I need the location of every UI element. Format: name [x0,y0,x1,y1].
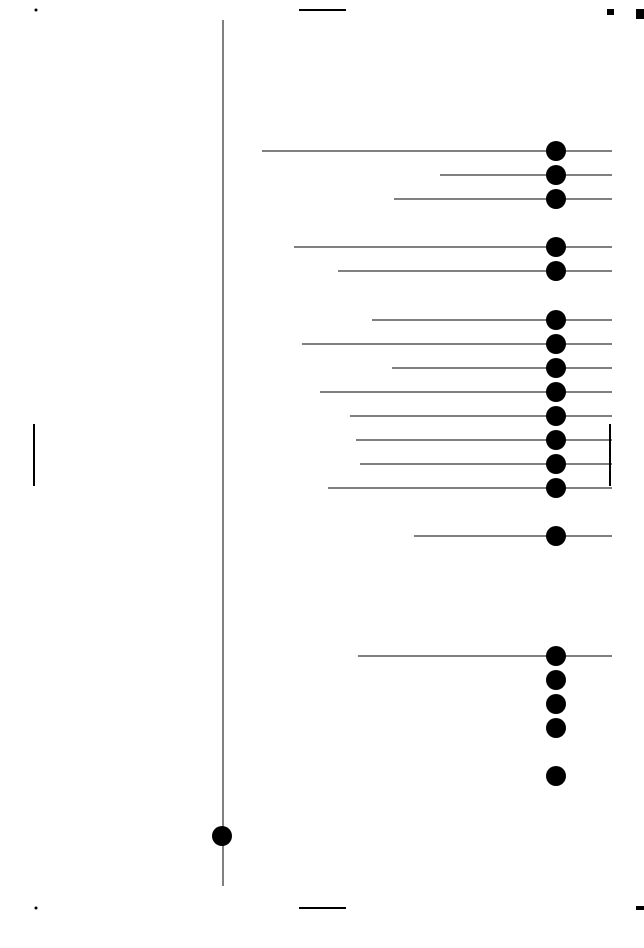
data-marker-14 [546,646,566,666]
data-marker-13 [546,526,566,546]
data-marker-5 [546,310,566,330]
corner-dot-3 [35,907,38,910]
data-marker-17 [546,718,566,738]
data-marker-18 [546,766,566,786]
data-marker-16 [546,694,566,714]
data-marker-6 [546,334,566,354]
data-marker-7 [546,358,566,378]
data-marker-8 [546,382,566,402]
data-marker-11 [546,454,566,474]
data-marker-0 [546,141,566,161]
data-marker-15 [546,670,566,690]
data-marker-3 [546,237,566,257]
lollipop-chart [0,0,644,948]
data-marker-1 [546,165,566,185]
data-marker-9 [546,406,566,426]
chart-background [0,0,644,948]
data-marker-19 [212,826,232,846]
data-marker-2 [546,189,566,209]
data-marker-10 [546,430,566,450]
data-marker-4 [546,261,566,281]
data-marker-12 [546,478,566,498]
corner-dot-2 [35,9,38,12]
